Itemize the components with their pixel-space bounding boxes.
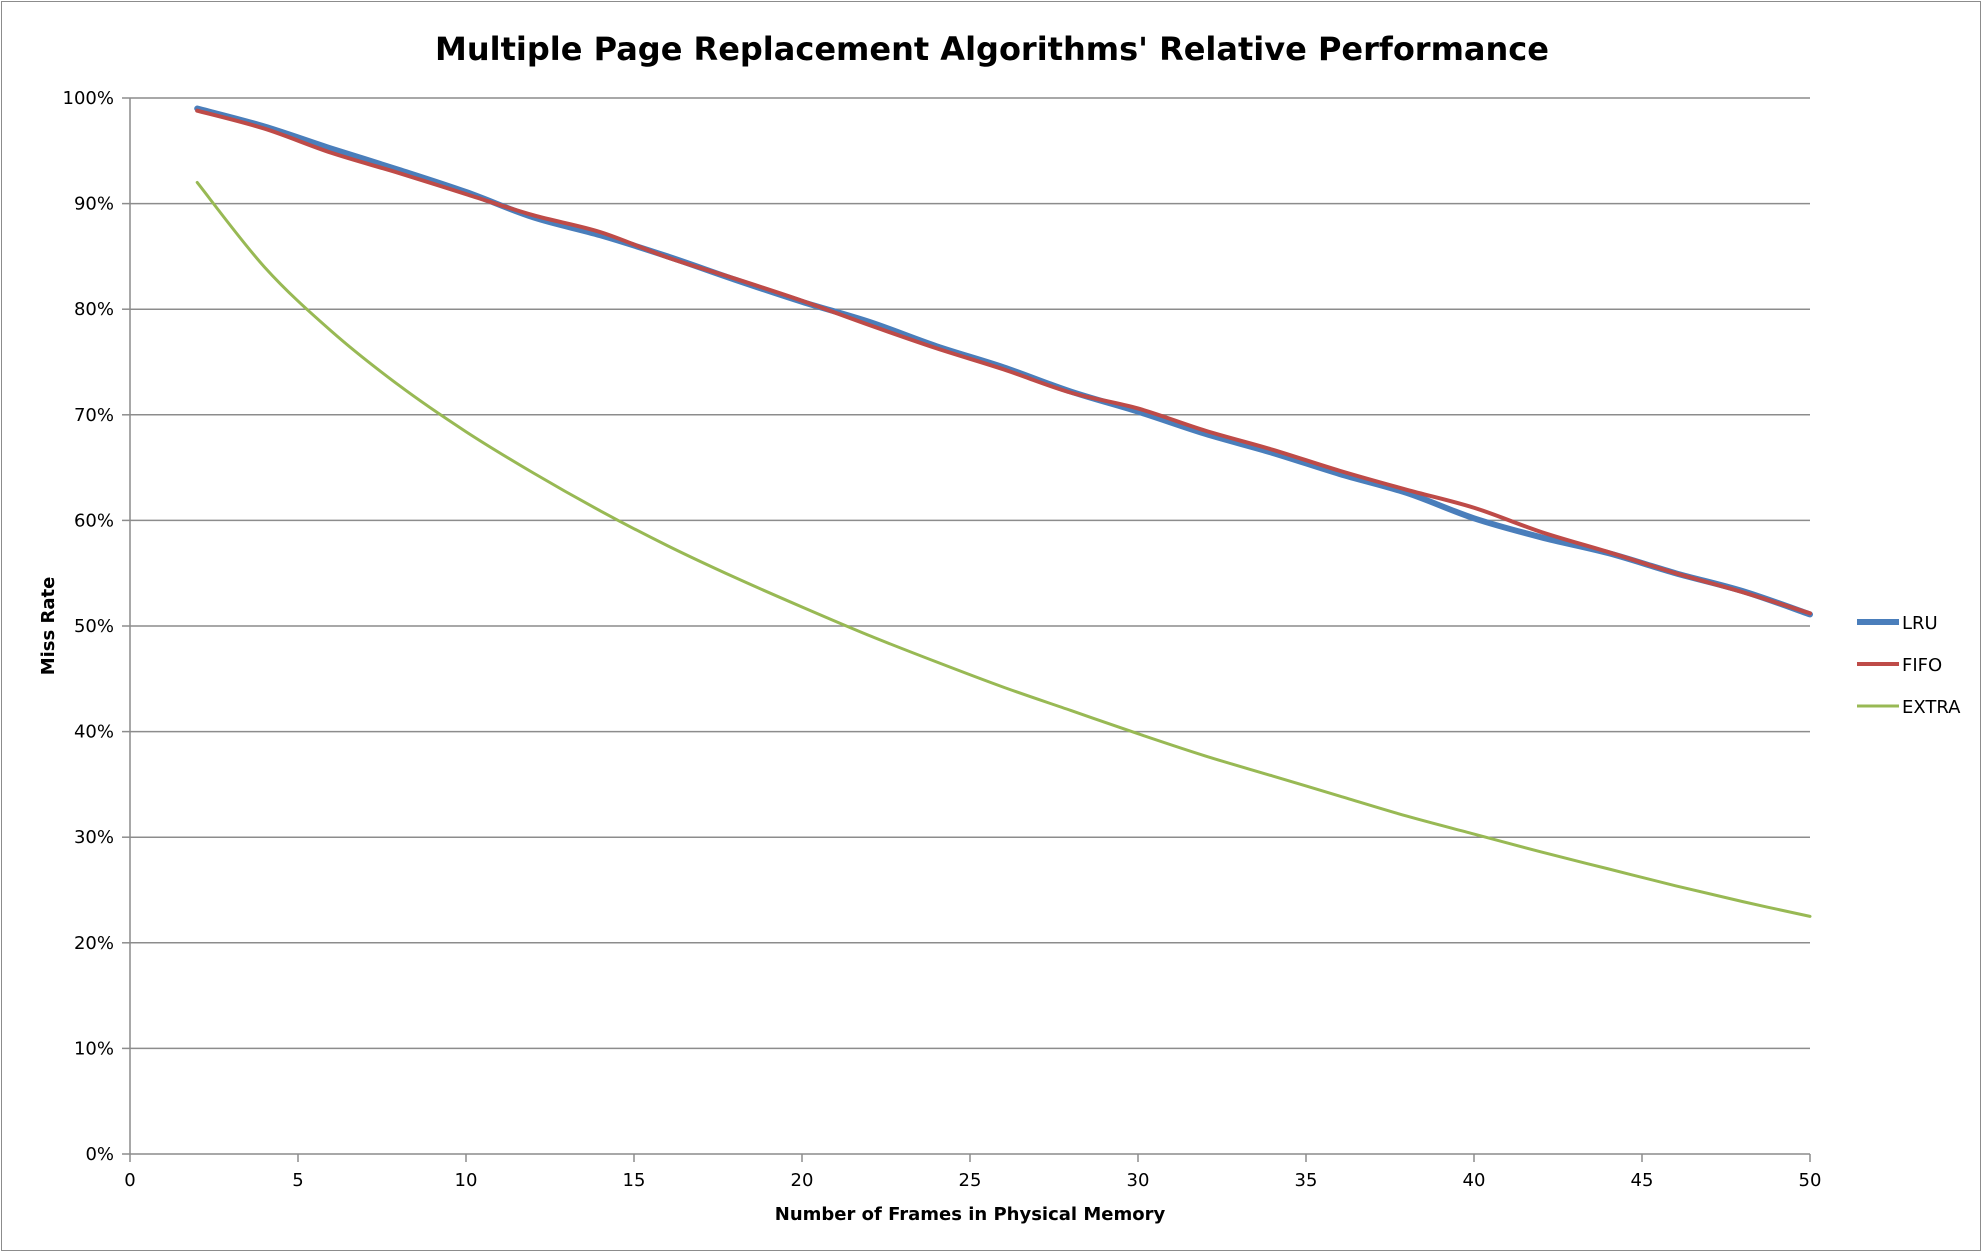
y-tick-label: 100% bbox=[63, 88, 114, 109]
x-tick-label: 35 bbox=[1295, 1170, 1318, 1191]
y-tick-label: 80% bbox=[74, 299, 114, 320]
x-tick-label: 30 bbox=[1127, 1170, 1150, 1191]
x-tick-label: 15 bbox=[623, 1170, 646, 1191]
legend-label-extra: EXTRA bbox=[1902, 697, 1961, 718]
x-tick-label: 40 bbox=[1463, 1170, 1486, 1191]
series-line-lru bbox=[194, 105, 1813, 618]
x-tick-label: 10 bbox=[455, 1170, 478, 1191]
y-tick-label: 60% bbox=[74, 510, 114, 531]
x-tick-label: 45 bbox=[1631, 1170, 1654, 1191]
series-line-extra bbox=[195, 180, 1812, 918]
x-axis-title: Number of Frames in Physical Memory bbox=[775, 1204, 1166, 1225]
y-axis-title: Miss Rate bbox=[38, 577, 59, 676]
legend-label-lru: LRU bbox=[1902, 613, 1938, 634]
legend: LRU FIFO EXTRA bbox=[1857, 613, 1961, 718]
x-axis-ticks: 0 5 10 15 20 25 30 35 40 45 50 bbox=[124, 1154, 1821, 1191]
y-tick-label: 90% bbox=[74, 194, 114, 215]
y-tick-label: 0% bbox=[85, 1144, 114, 1165]
x-tick-label: 0 bbox=[124, 1170, 135, 1191]
y-axis-ticks: 0% 10% 20% 30% 40% 50% 60% 70% 80% 90% 100% bbox=[63, 88, 130, 1165]
y-tick-label: 10% bbox=[74, 1038, 114, 1059]
series-line-fifo bbox=[195, 108, 1812, 616]
x-tick-label: 20 bbox=[791, 1170, 814, 1191]
x-tick-label: 25 bbox=[959, 1170, 982, 1191]
legend-label-fifo: FIFO bbox=[1902, 655, 1942, 676]
y-tick-label: 50% bbox=[74, 616, 114, 637]
y-tick-label: 30% bbox=[74, 827, 114, 848]
series-lines bbox=[194, 105, 1813, 918]
x-tick-label: 5 bbox=[292, 1170, 303, 1191]
y-tick-label: 20% bbox=[74, 933, 114, 954]
chart-title: Multiple Page Replacement Algorithms' Re… bbox=[435, 30, 1549, 68]
x-tick-label: 50 bbox=[1799, 1170, 1822, 1191]
y-tick-label: 70% bbox=[74, 405, 114, 426]
gridlines bbox=[130, 97, 1810, 1050]
y-tick-label: 40% bbox=[74, 722, 114, 743]
